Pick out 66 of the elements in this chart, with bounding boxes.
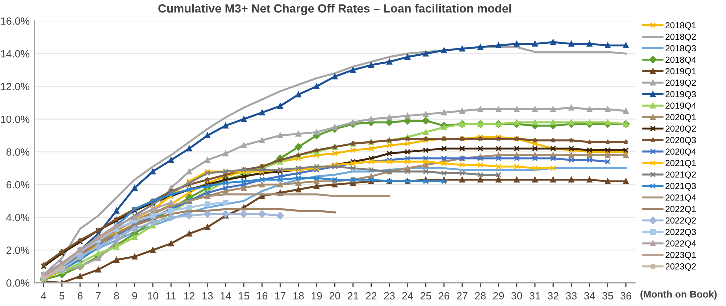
x-tick-label: 29 bbox=[494, 292, 504, 300]
y-tick-label: 6.0% bbox=[6, 181, 30, 189]
legend-label: 2020Q4 bbox=[666, 148, 696, 156]
x-tick-label: 21 bbox=[348, 292, 359, 300]
legend-label: 2019Q2 bbox=[666, 80, 696, 88]
y-tick-label: 14.0% bbox=[1, 50, 30, 58]
x-tick-label: 34 bbox=[584, 292, 596, 300]
legend-label: 2023Q2 bbox=[666, 264, 696, 272]
x-tick-label: 22 bbox=[366, 292, 377, 300]
legend-label: 2018Q4 bbox=[666, 56, 696, 65]
x-tick-label: 25 bbox=[420, 292, 432, 300]
legend-label: 2023Q1 bbox=[666, 252, 696, 260]
legend-label: 2019Q4 bbox=[666, 102, 696, 111]
x-tick-label: 12 bbox=[184, 292, 195, 300]
legend-label: 2020Q2 bbox=[666, 126, 696, 134]
legend-label: 2021Q1 bbox=[666, 160, 696, 168]
y-tick-label: 10.0% bbox=[1, 116, 30, 124]
legend-label: 2022Q2 bbox=[666, 218, 696, 226]
x-tick-label: 28 bbox=[475, 292, 486, 300]
x-tick-label: 11 bbox=[166, 292, 176, 300]
x-tick-label: 36 bbox=[620, 292, 632, 300]
x-tick-label: 15 bbox=[239, 292, 250, 300]
x-tick-label: 32 bbox=[548, 292, 559, 300]
legend-label: 2020Q1 bbox=[666, 114, 696, 122]
x-tick-label: 17 bbox=[275, 292, 286, 300]
x-tick-label: 20 bbox=[330, 292, 340, 300]
legend-label: 2018Q3 bbox=[666, 45, 696, 54]
y-tick-label: 2.0% bbox=[6, 246, 30, 254]
legend-label: 2018Q2 bbox=[666, 34, 696, 42]
x-tick-label: 33 bbox=[566, 292, 577, 300]
chart-title: Cumulative M3+ Net Charge Off Rates – Loan facilitation model bbox=[158, 4, 512, 16]
x-tick-label: 31 bbox=[530, 292, 540, 300]
x-tick-label: 4 bbox=[41, 292, 47, 300]
legend-label: 2021Q2 bbox=[666, 172, 696, 180]
legend-label: 2021Q4 bbox=[666, 194, 696, 202]
legend-label: 2019Q3 bbox=[666, 91, 696, 100]
legend-label: 2022Q4 bbox=[666, 240, 696, 248]
x-tick-label: 18 bbox=[294, 292, 304, 300]
x-tick-label: 6 bbox=[78, 292, 83, 300]
y-tick-label: 4.0% bbox=[6, 214, 30, 222]
x-axis-title: (Month on Book) bbox=[640, 290, 717, 300]
x-tick-label: 26 bbox=[438, 292, 450, 300]
y-tick-label: 12.0% bbox=[1, 83, 30, 90]
y-tick-label: 8.0% bbox=[6, 148, 30, 156]
x-tick-label: 7 bbox=[96, 292, 101, 300]
x-tick-label: 13 bbox=[202, 292, 214, 300]
legend-label: 2019Q1 bbox=[666, 68, 696, 76]
x-tick-label: 14 bbox=[220, 292, 232, 300]
x-tick-label: 9 bbox=[132, 292, 138, 300]
x-tick-label: 23 bbox=[384, 292, 395, 300]
legend-label: 2020Q3 bbox=[666, 137, 696, 146]
y-tick-label: 16.0% bbox=[1, 18, 30, 25]
y-tick-label: 0.0% bbox=[6, 280, 30, 287]
x-tick-label: 27 bbox=[457, 292, 468, 300]
x-tick-label: 16 bbox=[257, 292, 268, 300]
legend-label: 2022Q3 bbox=[666, 229, 696, 237]
legend-label: 2018Q1 bbox=[666, 22, 696, 30]
legend-label: 2021Q3 bbox=[666, 183, 696, 191]
legend-label: 2022Q1 bbox=[666, 206, 696, 214]
x-tick-label: 10 bbox=[148, 292, 158, 300]
x-tick-label: 5 bbox=[60, 292, 65, 300]
x-tick-label: 35 bbox=[602, 292, 614, 300]
x-tick-label: 24 bbox=[402, 292, 414, 300]
x-tick-label: 19 bbox=[312, 292, 322, 300]
x-tick-label: 30 bbox=[512, 292, 522, 300]
x-tick-label: 8 bbox=[114, 292, 120, 300]
